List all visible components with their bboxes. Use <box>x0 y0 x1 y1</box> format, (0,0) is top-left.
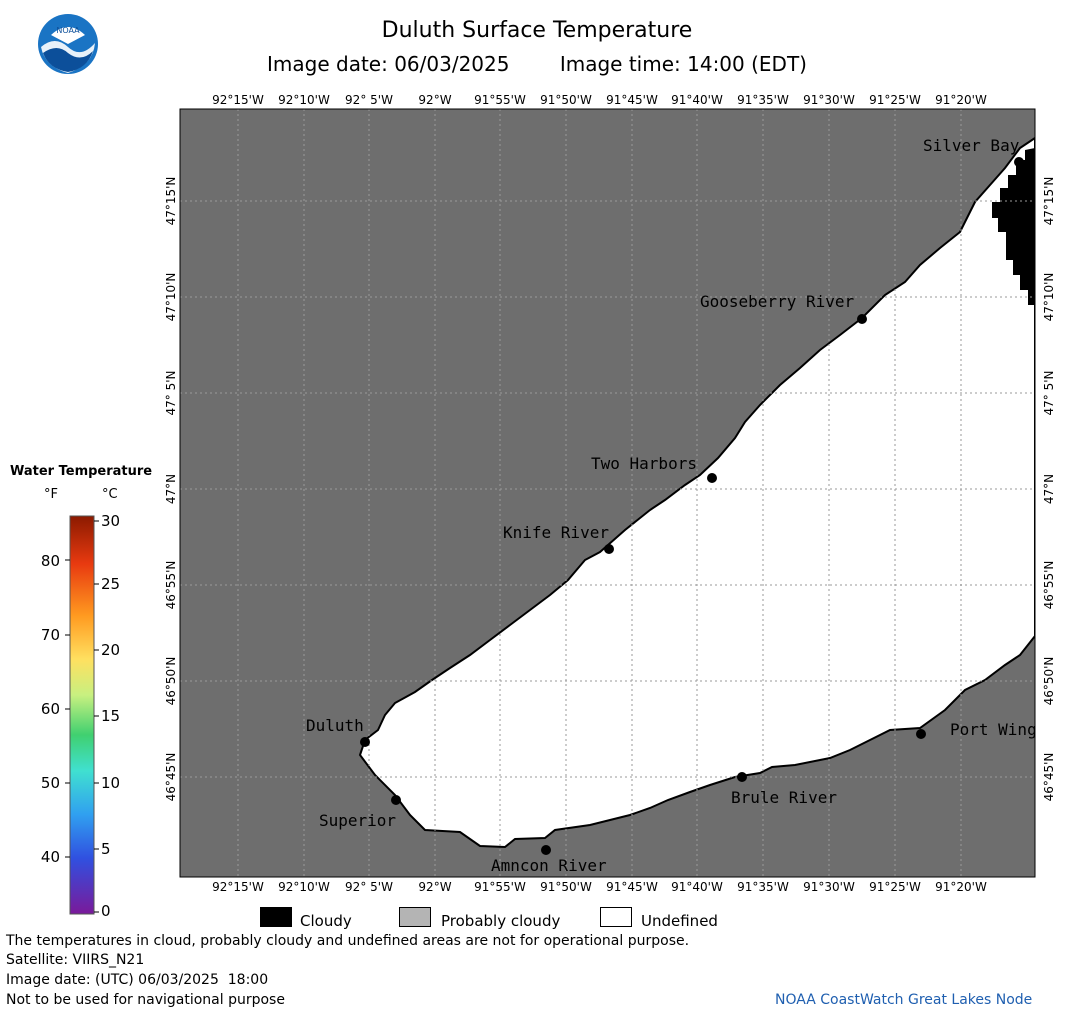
legend-f-tick: 80 <box>40 552 60 570</box>
lon-label-top: 91°20'W <box>935 93 987 107</box>
place-marker <box>541 845 551 855</box>
place-label: Silver Bay <box>923 136 1020 155</box>
legend-f-tick: 40 <box>40 848 60 866</box>
lon-label-top: 92°15'W <box>212 93 264 107</box>
legend-unit-c: °C <box>102 487 118 502</box>
place-label: Amncon River <box>491 856 607 875</box>
lat-label-left: 46°50'N <box>164 657 178 706</box>
lon-label-bottom: 92°W <box>418 880 451 894</box>
lon-label-bottom: 92°15'W <box>212 880 264 894</box>
disclaimer-text: The temperatures in cloud, probably clou… <box>6 933 690 949</box>
place-label: Brule River <box>731 788 837 807</box>
key-label-undefined: Undefined <box>641 912 718 930</box>
place-marker <box>737 772 747 782</box>
legend-f-tick: 60 <box>40 700 60 718</box>
place-label: Gooseberry River <box>700 292 854 311</box>
lon-label-top: 91°40'W <box>671 93 723 107</box>
logo-text: NOAA <box>56 26 80 35</box>
lat-label-left: 47° 5'N <box>164 371 178 416</box>
key-swatch-probably-cloudy <box>399 907 431 927</box>
lon-label-bottom: 91°40'W <box>671 880 723 894</box>
graticule <box>180 109 1035 877</box>
legend-unit-f: °F <box>44 487 58 502</box>
map-title: Duluth Surface Temperature <box>381 18 693 43</box>
legend-c-tick: 5 <box>101 840 111 858</box>
lon-label-bottom: 91°45'W <box>606 880 658 894</box>
lon-label-bottom: 91°30'W <box>803 880 855 894</box>
image-time: Image time: 14:00 (EDT) <box>559 52 807 76</box>
lat-label-right: 47°15'N <box>1042 177 1056 226</box>
legend-c-tick: 15 <box>101 707 121 725</box>
legend-c-tick: 10 <box>101 774 121 792</box>
lon-label-top: 91°45'W <box>606 93 658 107</box>
credit-link[interactable]: NOAA CoastWatch Great Lakes Node <box>775 992 1033 1008</box>
satellite-text: Satellite: VIIRS_N21 <box>6 952 145 968</box>
lon-label-top: 91°50'W <box>540 93 592 107</box>
lon-label-top: 91°35'W <box>737 93 789 107</box>
lat-label-right: 47°N <box>1042 474 1056 504</box>
cloud-patch <box>992 148 1035 305</box>
utc-date-text: Image date: (UTC) 06/03/2025 18:00 <box>6 972 269 988</box>
lat-label-left: 47°10'N <box>164 273 178 322</box>
legend-f-tick: 50 <box>40 774 60 792</box>
key-swatch-undefined <box>600 907 632 927</box>
legend-c-tick: 20 <box>101 641 121 659</box>
lake-superior-water <box>358 136 1035 849</box>
lat-label-left: 46°45'N <box>164 753 178 802</box>
place-label: Knife River <box>503 523 609 542</box>
place-label: Superior <box>319 811 396 830</box>
lat-label-right: 47° 5'N <box>1042 371 1056 416</box>
lon-label-top: 92°10'W <box>278 93 330 107</box>
lon-label-top: 92° 5'W <box>345 93 393 107</box>
lon-label-bottom: 91°25'W <box>869 880 921 894</box>
lat-label-left: 47°N <box>164 474 178 504</box>
lat-label-right: 46°45'N <box>1042 753 1056 802</box>
image-date: Image date: 06/03/2025 <box>267 52 510 76</box>
lon-label-bottom: 92° 5'W <box>345 880 393 894</box>
lon-label-top: 92°W <box>418 93 451 107</box>
lat-label-right: 47°10'N <box>1042 273 1056 322</box>
key-swatch-cloudy <box>260 907 292 927</box>
place-label: Duluth <box>306 716 364 735</box>
key-label-probably-cloudy: Probably cloudy <box>441 912 561 930</box>
color-scale-bar <box>65 515 99 915</box>
lon-label-top: 91°30'W <box>803 93 855 107</box>
lon-label-bottom: 91°50'W <box>540 880 592 894</box>
place-label: Port Wing <box>950 720 1037 739</box>
lat-label-left: 46°55'N <box>164 561 178 610</box>
lat-label-right: 46°50'N <box>1042 657 1056 706</box>
legend-f-tick: 70 <box>40 626 60 644</box>
lon-label-top: 91°25'W <box>869 93 921 107</box>
place-marker <box>391 795 401 805</box>
place-marker <box>604 544 614 554</box>
nav-warning-text: Not to be used for navigational purpose <box>6 992 285 1008</box>
place-marker <box>707 473 717 483</box>
noaa-logo-icon: NOAA <box>37 13 99 79</box>
lon-label-bottom: 91°55'W <box>474 880 526 894</box>
place-marker <box>857 314 867 324</box>
lon-label-bottom: 91°20'W <box>935 880 987 894</box>
lon-label-top: 91°55'W <box>474 93 526 107</box>
legend-c-tick: 0 <box>101 902 111 920</box>
key-label-cloudy: Cloudy <box>300 912 352 930</box>
place-marker <box>1014 157 1024 167</box>
map-subtitle: Image date: 06/03/2025 Image time: 14:00… <box>0 52 1074 76</box>
legend-c-tick: 25 <box>101 575 121 593</box>
place-marker <box>916 729 926 739</box>
map-frame <box>179 108 1036 878</box>
legend-c-tick: 30 <box>101 512 121 530</box>
legend-title: Water Temperature <box>10 464 153 479</box>
place-marker <box>360 737 370 747</box>
lon-label-bottom: 91°35'W <box>737 880 789 894</box>
lat-label-right: 46°55'N <box>1042 561 1056 610</box>
place-label: Two Harbors <box>591 454 697 473</box>
lon-label-bottom: 92°10'W <box>278 880 330 894</box>
lat-label-left: 47°15'N <box>164 177 178 226</box>
